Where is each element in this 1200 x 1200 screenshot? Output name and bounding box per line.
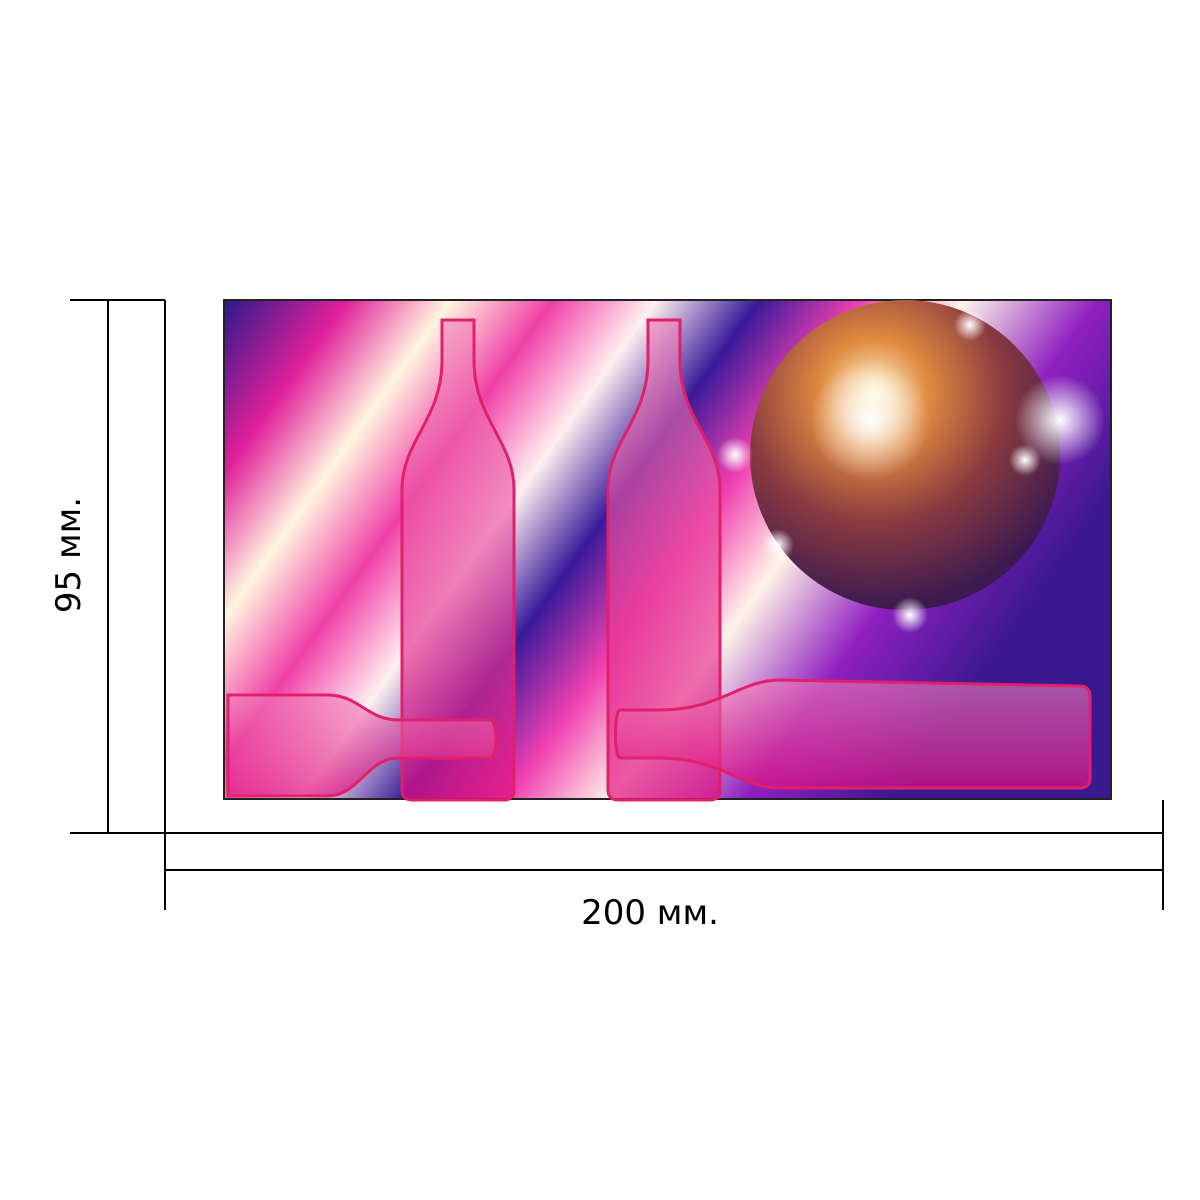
width-label: 200 мм. xyxy=(581,893,719,933)
dimension-lines xyxy=(70,299,1164,910)
artwork xyxy=(223,299,1112,802)
height-label: 95 мм. xyxy=(49,497,89,613)
